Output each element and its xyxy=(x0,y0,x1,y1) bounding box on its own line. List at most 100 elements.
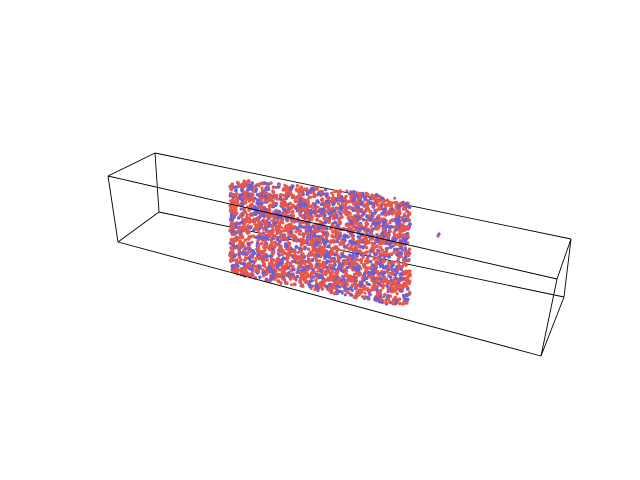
particle xyxy=(323,230,327,235)
particle xyxy=(356,201,361,206)
particle xyxy=(313,228,318,233)
particle xyxy=(248,254,253,258)
particle xyxy=(404,300,408,304)
particle xyxy=(383,292,387,297)
particle xyxy=(260,225,264,229)
particle xyxy=(386,233,391,238)
particle xyxy=(407,205,412,209)
particle xyxy=(376,200,380,204)
particle xyxy=(299,212,302,216)
particle xyxy=(356,292,361,297)
particle xyxy=(343,274,347,278)
particle xyxy=(371,221,376,226)
particle xyxy=(397,297,401,302)
particle xyxy=(376,226,381,230)
particle xyxy=(382,223,386,227)
particle xyxy=(323,248,328,253)
stray-particle xyxy=(437,232,441,236)
particle xyxy=(338,211,343,216)
particle xyxy=(234,225,238,229)
particle xyxy=(332,291,337,296)
particle xyxy=(375,276,379,280)
particle xyxy=(324,199,328,203)
particle xyxy=(366,282,371,287)
particle xyxy=(228,241,232,245)
particle xyxy=(234,222,238,226)
particle xyxy=(312,194,317,199)
particle xyxy=(283,226,288,230)
particle xyxy=(326,251,331,256)
particle xyxy=(233,245,238,249)
particle xyxy=(351,251,356,256)
particle xyxy=(304,227,308,231)
particle xyxy=(239,184,244,189)
particle xyxy=(344,286,349,291)
particle xyxy=(358,258,362,262)
particle xyxy=(270,225,274,229)
particle xyxy=(253,226,258,231)
particle xyxy=(364,268,368,272)
particle xyxy=(291,272,295,276)
particle xyxy=(388,221,392,225)
particle xyxy=(395,247,400,251)
particle xyxy=(398,239,403,243)
particle xyxy=(340,205,345,210)
particle xyxy=(320,287,325,291)
box-back-edge-3 xyxy=(107,152,156,177)
particle xyxy=(263,245,267,249)
particle xyxy=(367,270,372,275)
particle xyxy=(395,202,400,206)
particle xyxy=(267,262,272,266)
particle xyxy=(262,227,266,231)
particle xyxy=(263,198,268,203)
particle xyxy=(293,199,297,203)
particle xyxy=(303,209,307,213)
particle xyxy=(378,206,382,209)
particle xyxy=(361,255,365,259)
particle xyxy=(308,215,313,219)
particle xyxy=(328,241,333,245)
particle xyxy=(314,207,318,211)
particle xyxy=(353,240,358,245)
particle xyxy=(339,256,343,260)
particle xyxy=(299,256,303,260)
particle xyxy=(261,251,265,256)
particle xyxy=(324,284,329,289)
particle xyxy=(382,217,386,221)
particle xyxy=(359,281,364,286)
particle xyxy=(256,204,260,208)
particle xyxy=(245,213,249,216)
particle xyxy=(235,268,240,273)
particle xyxy=(271,201,276,206)
particle xyxy=(246,261,251,266)
particle xyxy=(315,242,320,247)
particle xyxy=(375,233,379,237)
particle xyxy=(266,217,270,221)
particle xyxy=(335,247,340,252)
particle xyxy=(391,263,395,268)
particle xyxy=(298,259,303,263)
particle xyxy=(244,271,249,275)
particle xyxy=(275,264,280,269)
particle xyxy=(366,194,370,197)
particle xyxy=(377,194,382,199)
particle xyxy=(287,226,292,231)
particle xyxy=(358,229,362,233)
particle xyxy=(402,285,406,289)
particle xyxy=(382,209,386,214)
particle xyxy=(315,250,319,254)
particle xyxy=(363,196,368,201)
particle xyxy=(365,201,370,206)
particle xyxy=(403,241,407,245)
particle xyxy=(349,274,353,278)
particle xyxy=(230,264,235,269)
particle xyxy=(325,278,329,282)
particle xyxy=(238,193,242,197)
particle xyxy=(285,217,289,221)
particle xyxy=(321,279,326,284)
particle xyxy=(365,214,369,218)
particle xyxy=(292,282,297,287)
particle xyxy=(340,283,344,287)
